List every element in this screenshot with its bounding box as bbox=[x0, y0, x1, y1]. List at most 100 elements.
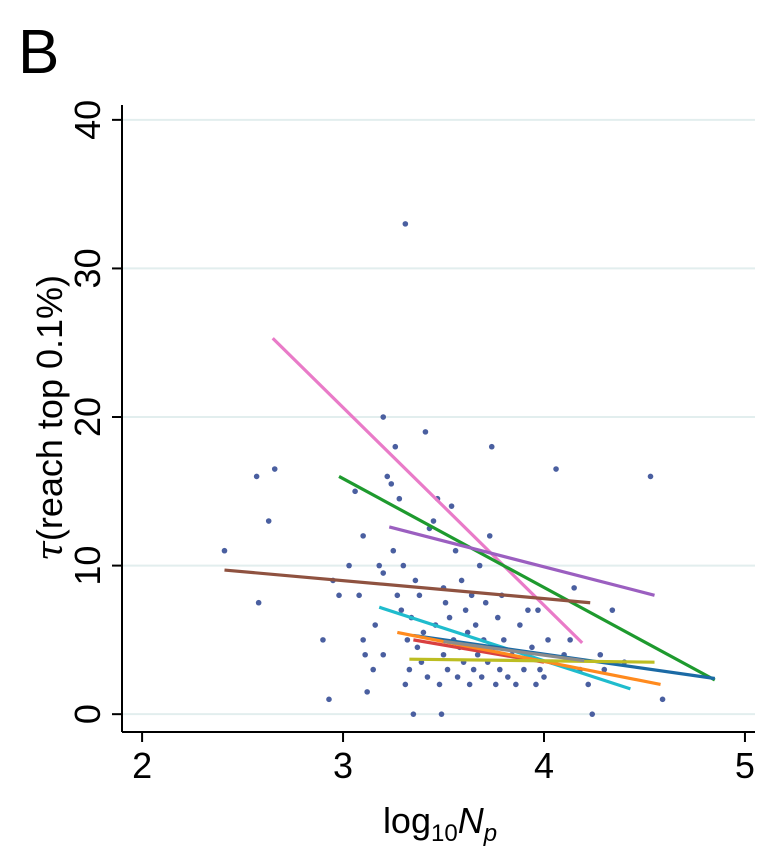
data-point-35 bbox=[410, 711, 417, 717]
x-tick-label-3: 3 bbox=[333, 745, 353, 786]
x-ticks: 2 3 4 5 bbox=[132, 732, 755, 786]
data-point-6 bbox=[326, 696, 332, 703]
y-tick-label-10: 10 bbox=[67, 546, 108, 586]
data-point-49 bbox=[440, 651, 447, 658]
data-point-9 bbox=[346, 562, 352, 569]
data-point-100 bbox=[589, 711, 596, 717]
data-point-84 bbox=[517, 622, 523, 628]
data-points bbox=[221, 221, 666, 717]
x-axis-title-var: N bbox=[458, 800, 485, 841]
data-point-17 bbox=[372, 622, 379, 628]
data-point-42 bbox=[424, 674, 431, 680]
data-point-89 bbox=[535, 607, 541, 613]
data-point-68 bbox=[476, 562, 483, 569]
data-point-14 bbox=[362, 651, 368, 658]
data-point-63 bbox=[466, 681, 473, 688]
data-point-106 bbox=[659, 696, 666, 703]
data-point-29 bbox=[400, 562, 407, 569]
data-point-96 bbox=[567, 637, 573, 643]
data-point-37 bbox=[414, 644, 421, 651]
data-point-102 bbox=[601, 666, 608, 673]
data-point-21 bbox=[380, 414, 387, 420]
data-point-5 bbox=[320, 637, 326, 643]
data-point-77 bbox=[494, 614, 501, 621]
data-point-69 bbox=[478, 674, 485, 680]
data-point-56 bbox=[452, 547, 459, 554]
fit-line-brown bbox=[224, 568, 591, 605]
x-axis-title-var-sub: p bbox=[483, 820, 497, 847]
grid-lines bbox=[122, 118, 755, 716]
x-tick-label-4: 4 bbox=[534, 745, 554, 786]
data-point-44 bbox=[430, 518, 437, 524]
y-tick-label-0: 0 bbox=[67, 704, 108, 724]
data-point-13 bbox=[360, 637, 366, 643]
data-point-105 bbox=[647, 473, 654, 480]
data-point-22 bbox=[384, 473, 391, 480]
data-point-90 bbox=[537, 666, 543, 673]
data-point-27 bbox=[396, 495, 403, 502]
data-point-51 bbox=[442, 599, 449, 606]
data-point-38 bbox=[416, 592, 423, 599]
x-axis-title-main: log bbox=[383, 800, 431, 841]
fit-line-purple bbox=[388, 525, 655, 597]
y-axis-title: τ(reach top 0.1%) bbox=[29, 275, 71, 561]
data-point-47 bbox=[436, 681, 443, 688]
fit-line-orange bbox=[396, 630, 661, 687]
data-point-31 bbox=[402, 681, 409, 688]
data-point-40 bbox=[420, 629, 427, 636]
data-point-71 bbox=[482, 599, 489, 606]
x-axis-title-sub: 10 bbox=[431, 820, 458, 847]
y-tick-label-40: 40 bbox=[67, 100, 108, 140]
fit-line-olive bbox=[409, 657, 655, 664]
data-point-16 bbox=[370, 666, 376, 673]
data-point-85 bbox=[521, 666, 527, 673]
fit-line-pink bbox=[271, 337, 584, 644]
data-point-41 bbox=[422, 429, 429, 435]
data-point-48 bbox=[438, 711, 445, 717]
data-point-73 bbox=[486, 533, 493, 539]
fit-line-gray bbox=[443, 639, 585, 663]
data-point-0 bbox=[221, 547, 228, 554]
y-axis-title-greek: τ bbox=[30, 540, 71, 561]
data-point-78 bbox=[496, 666, 503, 673]
data-point-12 bbox=[360, 533, 366, 539]
data-point-67 bbox=[474, 651, 481, 658]
data-point-97 bbox=[571, 585, 577, 591]
data-point-99 bbox=[585, 681, 592, 688]
data-point-30 bbox=[402, 221, 409, 227]
data-point-1 bbox=[253, 473, 260, 480]
data-point-19 bbox=[380, 570, 387, 576]
data-point-86 bbox=[525, 607, 531, 613]
data-point-15 bbox=[364, 689, 370, 695]
x-axis-title: log10Np bbox=[383, 800, 497, 847]
data-point-76 bbox=[492, 681, 499, 688]
y-tick-label-20: 20 bbox=[67, 397, 108, 437]
fit-line-green bbox=[338, 475, 716, 682]
data-point-83 bbox=[513, 681, 519, 688]
panel-label: B bbox=[18, 18, 60, 87]
y-ticks: 0 10 20 30 40 bbox=[67, 100, 122, 724]
data-point-59 bbox=[458, 577, 465, 584]
data-point-80 bbox=[501, 637, 507, 643]
data-point-53 bbox=[446, 614, 453, 621]
data-point-11 bbox=[356, 592, 362, 599]
y-axis-title-text: (reach top 0.1%) bbox=[29, 275, 70, 541]
data-point-103 bbox=[609, 607, 616, 613]
data-point-8 bbox=[336, 592, 342, 599]
data-point-74 bbox=[488, 443, 495, 450]
data-point-4 bbox=[271, 466, 278, 472]
data-point-25 bbox=[392, 443, 399, 450]
data-point-92 bbox=[545, 637, 551, 643]
data-point-23 bbox=[388, 481, 395, 487]
data-point-24 bbox=[390, 547, 397, 554]
data-point-94 bbox=[553, 466, 559, 472]
data-point-32 bbox=[404, 637, 411, 643]
data-point-26 bbox=[394, 592, 401, 599]
regression-lines bbox=[224, 337, 716, 691]
data-point-87 bbox=[529, 644, 535, 651]
data-point-101 bbox=[597, 651, 604, 658]
data-point-64 bbox=[468, 592, 475, 599]
data-point-36 bbox=[412, 577, 419, 584]
data-point-88 bbox=[533, 681, 539, 688]
data-point-65 bbox=[470, 666, 477, 673]
